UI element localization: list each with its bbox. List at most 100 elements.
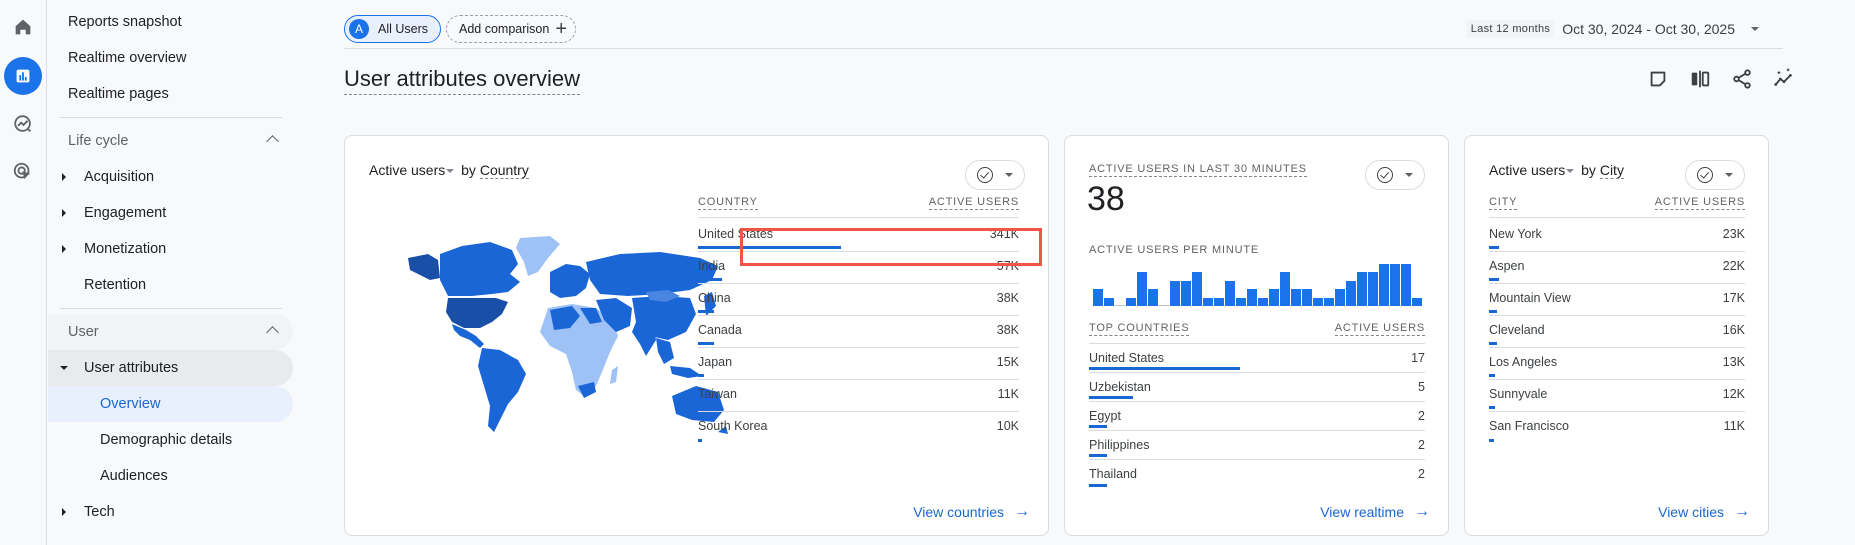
table-row[interactable]: Uzbekistan 5 [1089, 373, 1425, 402]
dimension-selector[interactable]: Country [479, 162, 529, 179]
world-map[interactable] [400, 236, 730, 441]
table-row[interactable]: Egypt 2 [1089, 402, 1425, 431]
nav-monetization[interactable]: Monetization [48, 231, 293, 267]
nav-user-attributes[interactable]: User attributes [48, 350, 293, 386]
minute-bar[interactable] [1192, 272, 1202, 306]
table-row[interactable]: Philippines 2 [1089, 431, 1425, 460]
view-countries-link[interactable]: View countries → [913, 503, 1030, 520]
table-row[interactable]: Los Angeles 13K [1489, 348, 1745, 380]
view-cities-link[interactable]: View cities → [1658, 503, 1750, 520]
nav-tech[interactable]: Tech [48, 494, 293, 530]
col-active-users[interactable]: ACTIVE USERS [1654, 196, 1745, 210]
table-row[interactable]: Thailand 2 [1089, 460, 1425, 489]
nav-section-lifecycle[interactable]: Life cycle [48, 123, 293, 159]
minute-bar[interactable] [1401, 264, 1411, 306]
minute-bar[interactable] [1203, 297, 1213, 306]
minute-bar[interactable] [1291, 289, 1301, 306]
minute-bar[interactable] [1236, 297, 1246, 306]
table-row[interactable]: South Korea 10K [698, 412, 1019, 444]
minute-bar[interactable] [1346, 280, 1356, 306]
table-row[interactable]: Cleveland 16K [1489, 316, 1745, 348]
nav-audiences[interactable]: Audiences [100, 468, 168, 484]
table-row[interactable]: New York 23K [1489, 220, 1745, 252]
country-card: Active users by Country [344, 135, 1049, 536]
minute-bar[interactable] [1104, 297, 1114, 306]
dimension-selector[interactable]: City [1599, 162, 1624, 179]
metric-selector[interactable]: Active users [1489, 162, 1577, 178]
nav-acquisition[interactable]: Acquisition [48, 159, 293, 195]
minute-bar[interactable] [1313, 297, 1323, 306]
minute-bar[interactable] [1368, 272, 1378, 306]
table-row[interactable]: Canada 38K [698, 316, 1019, 348]
row-value: 13K [1722, 355, 1745, 369]
view-realtime-link[interactable]: View realtime → [1320, 503, 1430, 520]
nav-realtime-pages[interactable]: Realtime pages [68, 86, 169, 102]
minute-bar[interactable] [1269, 289, 1279, 306]
home-icon[interactable] [4, 8, 42, 46]
page-title[interactable]: User attributes overview [344, 66, 580, 95]
minute-bar[interactable] [1159, 305, 1169, 306]
reports-icon[interactable] [4, 57, 42, 95]
nav-demographic-details[interactable]: Demographic details [100, 432, 233, 448]
row-value: 10K [996, 419, 1019, 433]
compare-toggle-button[interactable] [965, 160, 1025, 190]
explore-icon[interactable] [4, 105, 42, 143]
col-top-countries[interactable]: TOP COUNTRIES [1089, 322, 1190, 336]
minute-bar[interactable] [1214, 297, 1224, 306]
table-row[interactable]: India 57K [698, 252, 1019, 284]
add-comparison-button[interactable]: Add comparison + [446, 15, 577, 43]
minute-bar[interactable] [1093, 289, 1103, 306]
col-country[interactable]: COUNTRY [698, 196, 758, 210]
minute-bar[interactable] [1324, 297, 1334, 306]
compare-toggle-button[interactable] [1365, 160, 1425, 190]
customize-report-icon[interactable] [1645, 66, 1671, 92]
table-row[interactable]: Japan 15K [698, 348, 1019, 380]
table-row[interactable]: China 38K [698, 284, 1019, 316]
row-label: Egypt [1089, 409, 1121, 423]
minute-bar[interactable] [1335, 289, 1345, 306]
minute-bar[interactable] [1247, 289, 1257, 306]
nav-engagement[interactable]: Engagement [48, 195, 293, 231]
nav-retention[interactable]: Retention [84, 277, 147, 293]
row-value: 38K [996, 323, 1019, 337]
table-row[interactable]: Sunnyvale 12K [1489, 380, 1745, 412]
minute-bar[interactable] [1181, 280, 1191, 306]
minute-bar[interactable] [1412, 297, 1422, 306]
table-row[interactable]: San Francisco 11K [1489, 412, 1745, 444]
share-icon[interactable] [1729, 66, 1755, 92]
minute-bar[interactable] [1390, 264, 1400, 306]
table-row[interactable]: Taiwan 11K [698, 380, 1019, 412]
compare-toggle-button[interactable] [1685, 160, 1745, 190]
insights-icon[interactable] [1771, 66, 1797, 92]
minute-bar[interactable] [1280, 272, 1290, 306]
table-row[interactable]: United States 17 [1089, 344, 1425, 373]
minute-bar[interactable] [1137, 272, 1147, 306]
per-minute-chart[interactable] [1093, 264, 1422, 306]
minute-bar[interactable] [1357, 272, 1367, 306]
nav-overview[interactable]: Overview [48, 386, 293, 422]
col-active-users[interactable]: ACTIVE USERS [928, 196, 1019, 210]
minute-bar[interactable] [1115, 305, 1125, 306]
row-bar [698, 310, 714, 313]
advertising-icon[interactable] [4, 153, 42, 191]
table-row[interactable]: Aspen 22K [1489, 252, 1745, 284]
compare-icon[interactable] [1687, 66, 1713, 92]
minute-bar[interactable] [1170, 280, 1180, 306]
row-label: India [698, 259, 726, 273]
date-range-picker[interactable]: Last 12 months Oct 30, 2024 - Oct 30, 20… [1466, 15, 1783, 43]
minute-bar[interactable] [1126, 297, 1136, 306]
segment-chip-all-users[interactable]: A All Users [344, 15, 442, 43]
nav-realtime-overview[interactable]: Realtime overview [68, 50, 187, 66]
minute-bar[interactable] [1379, 264, 1389, 306]
minute-bar[interactable] [1148, 289, 1158, 306]
minute-bar[interactable] [1225, 280, 1235, 306]
metric-selector[interactable]: Active users [369, 162, 457, 178]
nav-section-user[interactable]: User [48, 314, 293, 350]
minute-bar[interactable] [1258, 297, 1268, 306]
realtime-users-label[interactable]: ACTIVE USERS IN LAST 30 MINUTES [1089, 163, 1307, 177]
col-active-users[interactable]: ACTIVE USERS [1334, 322, 1425, 336]
col-city[interactable]: CITY [1489, 196, 1518, 210]
nav-reports-snapshot[interactable]: Reports snapshot [68, 14, 182, 30]
minute-bar[interactable] [1302, 289, 1312, 306]
table-row[interactable]: Mountain View 17K [1489, 284, 1745, 316]
